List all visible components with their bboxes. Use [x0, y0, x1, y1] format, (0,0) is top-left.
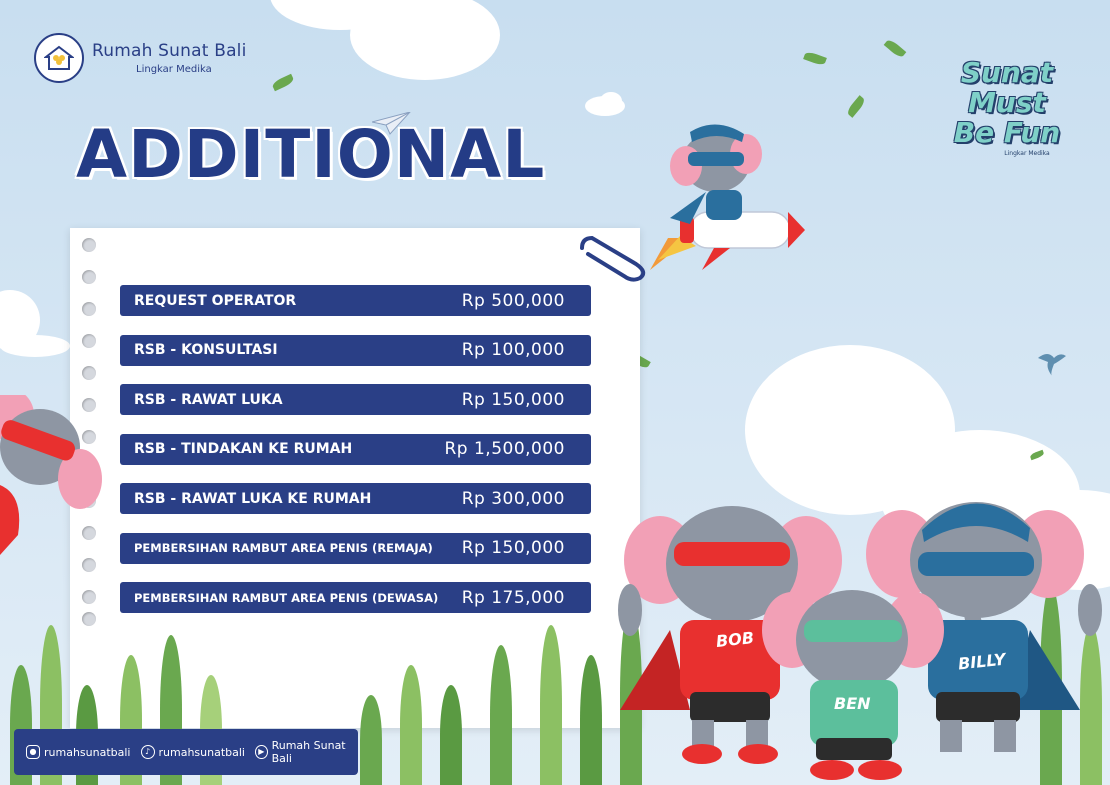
bird-icon [1038, 354, 1066, 376]
paper-hole [82, 612, 96, 626]
service-name: PEMBERSIHAN RAMBUT AREA PENIS (DEWASA) [134, 590, 439, 605]
leaf [271, 73, 295, 92]
paper-hole [82, 270, 96, 284]
leaf [803, 50, 827, 67]
page-title: ADDITIONAL [76, 116, 546, 193]
paper-hole [82, 302, 96, 316]
badge-line: Sunat [960, 56, 1054, 89]
price-row: PEMBERSIHAN RAMBUT AREA PENIS (REMAJA) R… [120, 532, 591, 564]
peeking-elephant-illustration [0, 395, 102, 555]
cloud [350, 0, 500, 80]
service-price: Rp 1,500,000 [444, 439, 565, 459]
grass-blade [360, 695, 382, 785]
price-row: PEMBERSIHAN RAMBUT AREA PENIS (DEWASA) R… [120, 582, 591, 613]
social-handle: Rumah Sunat Bali [271, 739, 346, 765]
price-row: RSB - RAWAT LUKA KE RUMAH Rp 300,000 [120, 483, 591, 514]
service-price: Rp 150,000 [461, 538, 565, 558]
service-price: Rp 100,000 [461, 340, 565, 360]
mascot-name-bob: BOB [715, 628, 755, 651]
social-media-bar: ● rumahsunatbali ♪ rumahsunatbali ▶ Ruma… [14, 729, 358, 775]
service-price: Rp 300,000 [461, 488, 565, 509]
tiktok-icon: ♪ [140, 745, 155, 759]
social-youtube[interactable]: ▶ Rumah Sunat Bali [255, 739, 358, 765]
social-instagram[interactable]: ● rumahsunatbali [26, 745, 131, 759]
sunat-must-be-fun-badge: Sunat Must Be Fun Lingkar Medika [942, 56, 1072, 158]
service-price: Rp 500,000 [461, 290, 565, 311]
grass-blade [490, 645, 512, 785]
paper-hole [82, 398, 96, 412]
brand-logo: Rumah Sunat Bali Lingkar Medika [34, 33, 247, 83]
paper-plane-icon [372, 112, 411, 135]
service-name: RSB - RAWAT LUKA KE RUMAH [134, 490, 372, 507]
paper-hole [82, 366, 96, 380]
service-name: REQUEST OPERATOR [134, 292, 297, 309]
brand-name: Rumah Sunat Bali [92, 41, 247, 61]
paper-hole [82, 558, 96, 572]
grass-blade [440, 685, 462, 785]
rocket-elephant-illustration [650, 124, 805, 270]
service-name: RSB - TINDAKAN KE RUMAH [134, 441, 353, 457]
service-name: RSB - KONSULTASI [134, 342, 278, 358]
price-row: RSB - KONSULTASI Rp 100,000 [120, 334, 591, 366]
house-icon [34, 33, 84, 83]
service-price: Rp 175,000 [461, 587, 565, 608]
instagram-icon: ● [26, 745, 40, 759]
badge-line: Be Fun [953, 116, 1061, 149]
social-tiktok[interactable]: ♪ rumahsunatbali [140, 745, 246, 759]
paper-hole [82, 590, 96, 604]
mascot-name-ben: BEN [834, 694, 871, 713]
price-row: RSB - RAWAT LUKA Rp 150,000 [120, 384, 591, 415]
price-row: REQUEST OPERATOR Rp 500,000 [120, 285, 591, 316]
service-price: Rp 150,000 [461, 389, 565, 410]
leaf [845, 95, 867, 118]
badge-sub: Lingkar Medika [1004, 150, 1050, 157]
grass-blade [1080, 625, 1102, 785]
grass-blade [540, 625, 562, 785]
mascot-group-illustration [618, 502, 1102, 780]
paper-clip-icon [580, 235, 646, 282]
youtube-icon: ▶ [255, 745, 268, 759]
price-list: REQUEST OPERATOR Rp 500,000 RSB - KONSUL… [120, 285, 591, 632]
paper-hole [82, 334, 96, 348]
social-handle: rumahsunatbali [44, 745, 131, 759]
badge-line: Must [968, 86, 1046, 119]
paper-hole [82, 238, 96, 252]
service-name: PEMBERSIHAN RAMBUT AREA PENIS (REMAJA) [134, 541, 433, 555]
grass-blade [400, 665, 422, 785]
price-row: RSB - TINDAKAN KE RUMAH Rp 1,500,000 [120, 433, 591, 465]
service-name: RSB - RAWAT LUKA [134, 391, 283, 408]
grass-blade [580, 655, 602, 785]
brand-sub: Lingkar Medika [136, 64, 212, 75]
leaf [883, 37, 907, 60]
cloud [0, 335, 70, 357]
paper-hole [82, 430, 96, 444]
cloud [600, 92, 622, 110]
paper-hole [82, 526, 96, 540]
social-handle: rumahsunatbali [158, 745, 246, 759]
